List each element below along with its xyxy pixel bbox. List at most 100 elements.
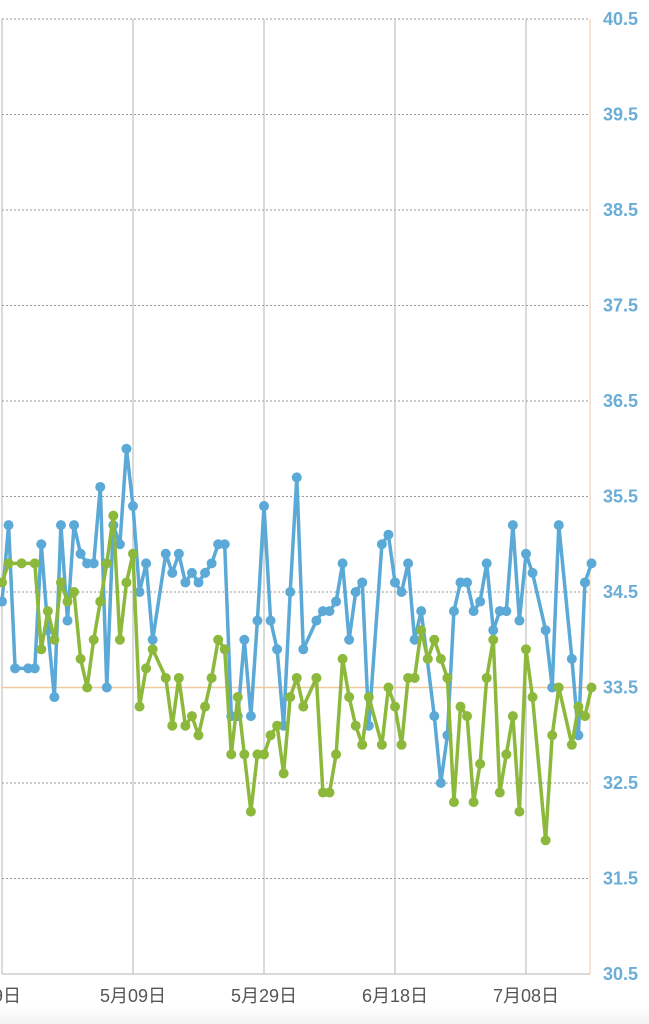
y-tick-label: 38.5 <box>603 200 638 220</box>
data-point <box>435 778 446 788</box>
data-point <box>160 672 171 683</box>
data-point <box>265 730 276 741</box>
data-point <box>514 615 525 626</box>
data-point <box>16 558 27 569</box>
data-point <box>521 548 531 559</box>
data-point <box>206 672 217 683</box>
data-point <box>540 625 551 636</box>
data-point <box>114 634 125 645</box>
x-tick-label: 5月09日 <box>100 986 166 1006</box>
data-point <box>206 558 217 569</box>
data-point <box>468 606 479 617</box>
x-axis-tick-labels: 19日 5月09日 5月29日 6月18日 7月08日 <box>0 986 559 1006</box>
data-point <box>134 701 145 712</box>
data-point <box>239 749 250 760</box>
data-point <box>521 644 531 655</box>
data-point <box>213 634 224 645</box>
data-point <box>49 634 60 645</box>
data-point <box>29 558 40 569</box>
data-point <box>252 615 263 626</box>
data-point <box>200 567 211 578</box>
data-point <box>180 577 191 588</box>
data-point <box>49 692 60 703</box>
data-point <box>272 644 283 655</box>
series-2 <box>0 510 597 846</box>
data-point <box>180 720 191 731</box>
data-point <box>3 520 14 531</box>
data-point <box>390 577 400 588</box>
data-point <box>344 634 355 645</box>
data-point <box>494 787 505 798</box>
data-point <box>128 501 138 512</box>
data-point <box>128 548 138 559</box>
data-point <box>403 558 414 569</box>
y-axis-tick-labels: 30.5 31.5 32.5 33.5 34.5 35.5 36.5 37.5 38.5 39.5… <box>603 9 638 984</box>
data-point <box>186 711 197 722</box>
data-point <box>265 615 276 626</box>
y-tick-label: 30.5 <box>603 964 638 984</box>
data-point <box>462 577 473 588</box>
data-point <box>95 481 106 492</box>
data-point <box>416 606 427 617</box>
data-point <box>121 577 132 588</box>
data-point <box>350 587 361 597</box>
data-point <box>272 720 283 731</box>
y-tick-label: 35.5 <box>603 487 638 507</box>
data-point <box>586 558 597 569</box>
data-point <box>337 558 348 569</box>
data-point <box>442 672 453 683</box>
data-point <box>311 672 322 683</box>
data-point <box>416 625 427 636</box>
data-point <box>219 539 230 550</box>
data-point <box>357 577 368 588</box>
data-point <box>435 653 446 664</box>
data-point <box>376 739 387 750</box>
y-tick-label: 32.5 <box>603 773 638 793</box>
data-point <box>291 472 302 483</box>
data-point <box>488 634 499 645</box>
data-point <box>462 711 473 722</box>
data-point <box>324 787 335 798</box>
data-point <box>62 596 73 607</box>
data-point <box>396 739 407 750</box>
y-tick-label: 36.5 <box>603 391 638 411</box>
y-tick-label: 39.5 <box>603 105 638 125</box>
data-point <box>390 701 400 712</box>
data-point <box>475 596 486 607</box>
data-point <box>173 672 184 683</box>
data-point <box>193 577 204 588</box>
data-point <box>481 558 492 569</box>
data-point <box>573 701 584 712</box>
data-point <box>134 587 145 597</box>
data-point <box>200 701 211 712</box>
data-point <box>62 615 73 626</box>
data-point <box>566 653 577 664</box>
data-point <box>245 711 256 722</box>
y-tick-label: 34.5 <box>603 582 638 602</box>
data-point <box>501 606 512 617</box>
data-point <box>298 644 309 655</box>
data-point <box>36 644 47 655</box>
data-point <box>488 625 499 636</box>
data-point <box>363 692 374 703</box>
data-point <box>88 634 99 645</box>
data-point <box>324 606 335 617</box>
bottom-fade-bar <box>0 1006 649 1024</box>
data-point <box>357 739 368 750</box>
data-point <box>3 558 14 569</box>
y-tick-label: 33.5 <box>603 678 638 698</box>
data-point <box>10 663 21 674</box>
data-point <box>527 692 538 703</box>
data-point <box>186 567 197 578</box>
data-point <box>514 806 525 817</box>
data-point <box>455 701 466 712</box>
data-point <box>147 644 158 655</box>
y-tick-label: 40.5 <box>603 9 638 29</box>
data-point <box>88 558 99 569</box>
data-point <box>75 548 86 559</box>
data-point <box>55 577 66 588</box>
x-tick-label: 19日 <box>0 986 21 1006</box>
series-line <box>0 513 594 843</box>
data-point <box>160 548 171 559</box>
